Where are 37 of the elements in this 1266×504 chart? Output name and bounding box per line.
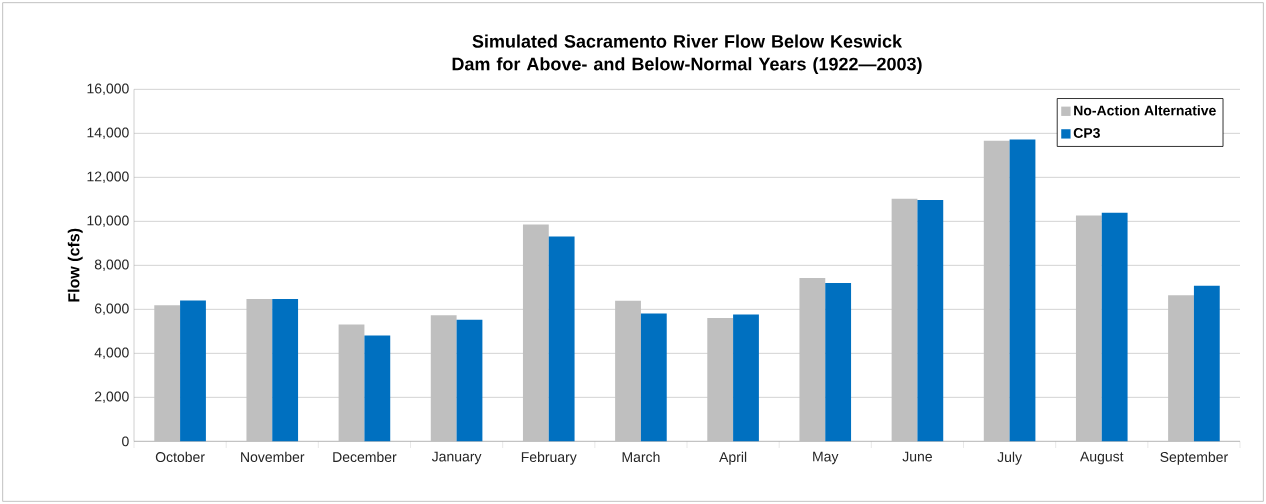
x-tick-label: May [813, 451, 839, 465]
y-tick-label: 14,000 [87, 127, 129, 140]
y-tick-label: 4,000 [94, 347, 129, 360]
y-tick-label: 2,000 [94, 391, 129, 404]
y-tick-label: 0 [122, 436, 129, 447]
bar [1193, 285, 1220, 442]
x-tick-label: August [1079, 451, 1124, 465]
y-axis-title: Flow (cfs) [67, 228, 83, 302]
bar [364, 335, 391, 442]
y-tick-label: 6,000 [94, 303, 129, 316]
bar [548, 236, 575, 442]
bar [272, 298, 299, 442]
legend-label: CP3 [1073, 128, 1100, 138]
bar [640, 313, 667, 442]
chart-title: Simulated Sacramento River Flow Below Keswick Dam for Above- and Below-Normal Years (1922—2003) [452, 34, 922, 74]
x-tick-label: November [241, 451, 305, 463]
x-tick-label: April [719, 451, 747, 465]
x-tick-label: September [1160, 451, 1228, 465]
y-tick-label: 10,000 [87, 215, 129, 228]
bar [917, 199, 944, 442]
bar [1009, 139, 1036, 442]
bar [825, 282, 852, 442]
bar [733, 314, 759, 442]
y-tick-label: 16,000 [87, 83, 129, 96]
x-tick-label: March [622, 451, 660, 463]
x-tick-label: February [521, 451, 577, 465]
x-tick-label: July [997, 451, 1022, 465]
y-tick-label: 8,000 [94, 259, 129, 272]
x-tick-label: December [333, 451, 397, 463]
bar [180, 300, 206, 442]
x-tick-label: June [902, 451, 932, 462]
bar [456, 319, 483, 442]
y-tick-label: 12,000 [87, 171, 129, 184]
legend-label: No-Action Alternative [1074, 105, 1216, 116]
bar [1101, 212, 1128, 442]
x-tick-label: January [431, 451, 482, 465]
x-tick-label: October [155, 451, 205, 463]
